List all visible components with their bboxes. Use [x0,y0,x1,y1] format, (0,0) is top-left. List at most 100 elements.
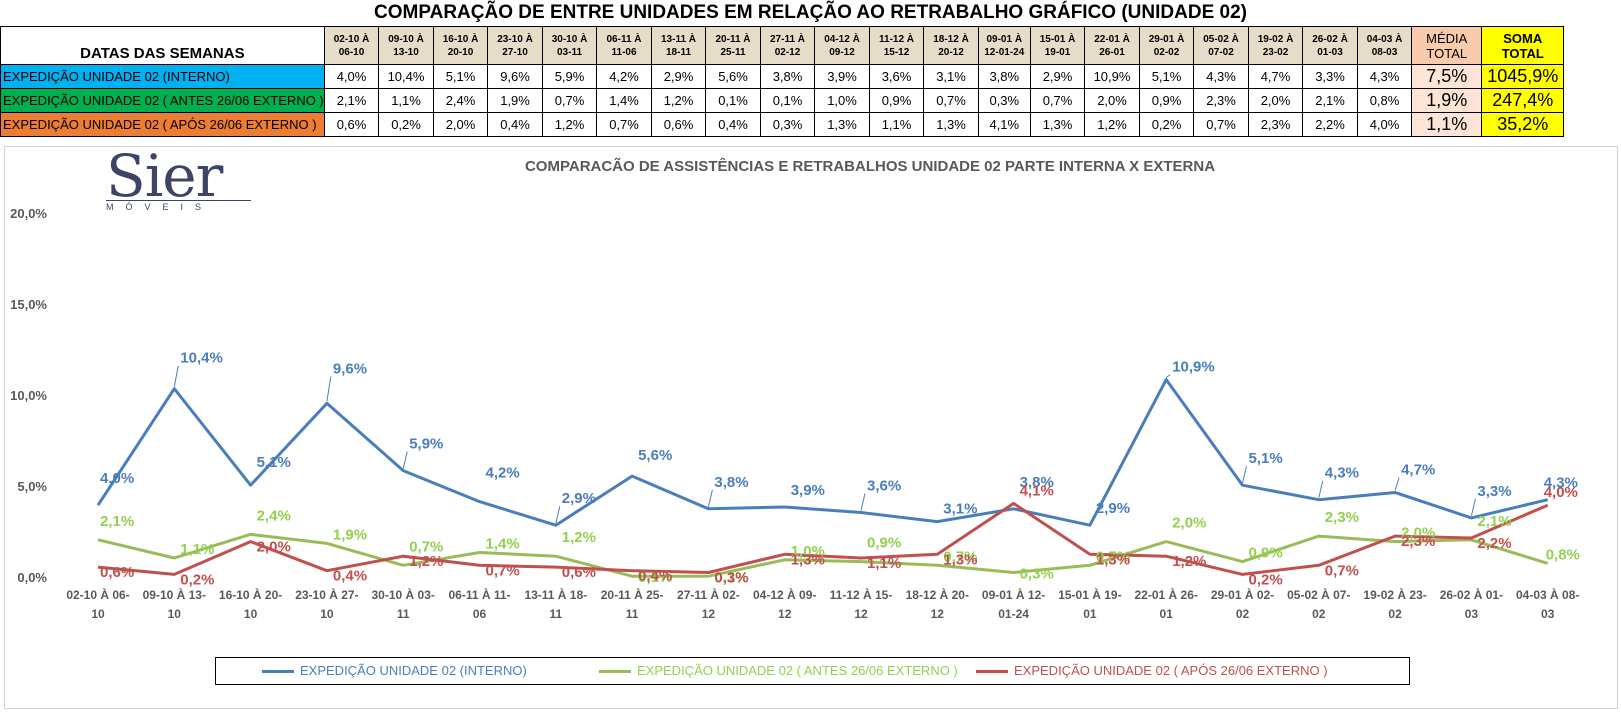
data-label: 9,6% [333,360,367,377]
date-header: 09-10 À 13-10 [378,26,434,65]
legend-item: EXPEDIÇÃO UNIDADE 02 ( ANTES 26/06 EXTER… [599,663,958,678]
table-cell: 4,1% [977,112,1031,137]
data-label: 3,3% [1477,483,1511,500]
data-label: 0,9% [867,535,901,552]
date-header-line2: 20-12 [938,46,964,58]
data-label: 4,7% [1401,461,1435,478]
x-tick-label: 06-11 À 11- [448,587,510,602]
series-line-2 [97,532,1549,578]
date-header-line2: 15-12 [883,46,910,58]
data-label: 0,6% [562,564,596,581]
data-label: 4,0% [100,470,134,487]
data-label: 4,3% [1325,465,1359,482]
table-cell: 0,4% [705,112,761,137]
date-header-line1: 23-10 À [497,33,533,45]
x-tick-label: 26-02 À 01- [1440,587,1503,602]
date-header-line2: 06-10 [338,46,365,58]
x-tick-label: 11 [626,607,639,621]
table-cell: 1,2% [1084,112,1140,137]
table-cell: 2,1% [323,88,380,113]
date-header: 29-01 À 02-02 [1138,26,1195,65]
table-row: EXPEDIÇÃO UNIDADE 02 ( APÓS 26/06 EXTERN… [0,112,1565,137]
data-label: 0,4% [638,568,672,585]
table-cell: 1,1% [868,112,925,137]
table-cell: 0,1% [759,88,816,113]
legend-swatch [262,670,294,674]
data-label: 1,2% [562,529,596,546]
sier-logo: Sier MÓVEIS [106,146,266,220]
x-tick-label: 10 [320,607,334,621]
data-label: 2,9% [1096,500,1130,517]
chart-title: COMPARACÃO DE ASSISTÊNCIAS E RETRABALHOS… [524,158,1216,175]
series-line-1 [96,378,1549,527]
x-tick-label: 19-02 À 23- [1363,587,1426,602]
logo-word: Sier [106,142,223,210]
soma-header-line1: SOMA [1503,30,1543,46]
data-label: 3,1% [943,501,977,518]
date-header-line1: 02-10 À [333,33,370,45]
logo-subtitle: MÓVEIS [106,200,251,212]
data-label: 1,3% [943,551,977,568]
soma-value: 35,2% [1481,112,1565,137]
table-cell: 4,0% [323,64,380,89]
date-header-line2: 26-01 [1099,46,1125,58]
legend-label: EXPEDIÇÃO UNIDADE 02 ( APÓS 26/06 EXTERN… [1014,663,1328,678]
data-label: 0,1% [638,569,672,586]
data-label: 2,3% [1325,509,1359,526]
date-header-line2: 27-10 [502,46,528,58]
y-tick-label: 10,0% [10,388,47,403]
table-header-row: DATAS DAS SEMANAS 02-10 À 06-10 09-10 À 13-1… [0,26,1565,65]
legend-label: EXPEDIÇÃO UNIDADE 02 ( ANTES 26/06 EXTER… [637,663,958,678]
table-cell: 3,1% [923,64,979,89]
media-header-line1: MÉDIA [1426,30,1468,46]
date-header-line2: 07-02 [1208,46,1234,58]
x-tick-label: 12 [931,607,945,621]
data-label: 0,9% [1249,545,1283,562]
data-label: 1,3% [791,551,825,568]
soma-value: 247,4% [1481,88,1565,113]
soma-header-line2: TOTAL [1501,45,1544,61]
x-tick-label: 03 [1541,607,1555,621]
table-cell: 4,7% [1247,64,1304,89]
date-header: 09-01 À 12-01-24 [977,26,1031,65]
date-header-line1: 15-01 À [1039,33,1076,45]
data-label: 0,7% [1325,562,1359,579]
table-cell: 2,0% [1247,88,1304,113]
data-label: 1,1% [180,541,214,558]
x-tick-label: 02 [1312,607,1326,621]
data-label: 2,2% [1477,535,1511,552]
row-label: EXPEDIÇÃO UNIDADE 02 ( APÓS 26/06 EXTERN… [0,112,325,137]
table-cell: 2,9% [650,64,707,89]
leader-line [555,506,561,524]
date-header-line1: 09-01 À [986,33,1023,45]
date-header: 23-10 À 27-10 [487,26,543,65]
date-header-line1: 06-11 À [606,33,642,45]
legend-item: EXPEDIÇÃO UNIDADE 02 ( APÓS 26/06 EXTERN… [976,663,1328,678]
date-header: 06-11 À 11-06 [596,26,652,65]
data-label: 4,1% [1020,482,1054,499]
table-cell: 0,7% [1029,88,1086,113]
table-cell: 10,9% [1084,64,1140,89]
date-header-line1: 04-12 À [824,33,860,45]
data-label: 2,0% [1401,525,1435,542]
x-tick-label: 27-11 À 02- [677,587,740,602]
leader-line [1394,477,1400,491]
x-tick-label: 05-02 À 07- [1287,587,1350,602]
x-tick-label: 23-10 À 27- [295,587,358,602]
x-tick-label: 16-10 À 20- [219,587,282,602]
date-header: 02-10 À 06-10 [323,26,380,65]
date-header-line2: 02-12 [774,46,801,58]
date-header-line2: 02-02 [1153,46,1180,58]
leader-line [1242,466,1247,484]
data-label: 1,2% [1172,553,1206,570]
x-tick-label: 09-01 À 12- [982,587,1045,602]
x-tick-label: 01-24 [998,607,1029,621]
date-header-line2: 23-02 [1262,46,1289,58]
data-label: 2,1% [100,513,134,530]
table-cell: 2,1% [1302,88,1358,113]
data-label: 10,9% [1172,359,1215,376]
data-label: 3,8% [714,474,748,491]
x-tick-label: 01 [1083,607,1097,621]
data-label: 3,9% [791,482,825,499]
date-header-line2: 25-11 [720,46,746,58]
